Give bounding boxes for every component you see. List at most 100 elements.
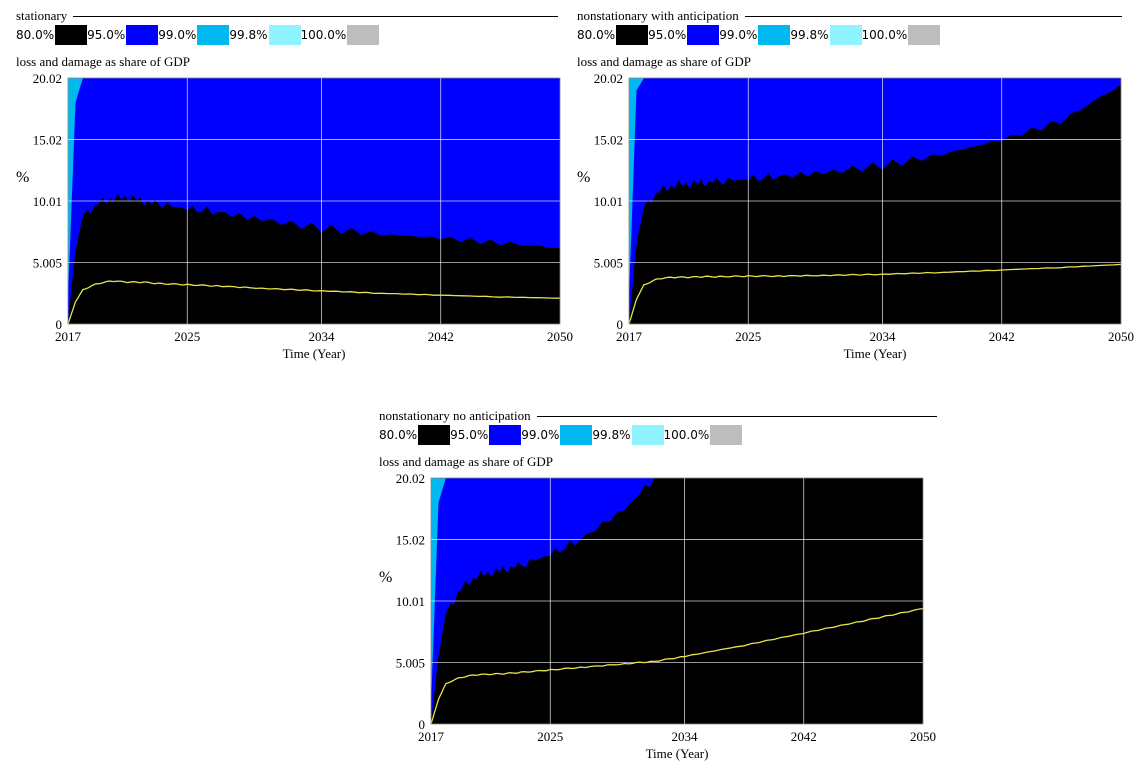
legend-label: 80.0% (577, 28, 616, 42)
x-tick-label: 2034 (671, 729, 698, 744)
legend-label: 99.0% (158, 28, 197, 42)
x-tick-label: 2042 (428, 329, 454, 344)
x-tick-label: 2034 (308, 329, 335, 344)
area-chart: 0 5.005 10.01 15.02 20.02 2017 2025 2034 2042 205… (16, 71, 573, 361)
legend-item: 95.0% (648, 25, 720, 47)
legend: 80.0% 95.0% 99.0% 99.8% 100.0% (16, 25, 380, 47)
y-tick-label: 10.01 (33, 194, 62, 209)
y-tick-label: 0 (56, 317, 63, 332)
legend-swatch (126, 25, 159, 45)
legend-item: 100.0% (664, 425, 743, 447)
legend-item: 99.0% (719, 25, 791, 47)
x-tick-label: 2050 (1108, 329, 1134, 344)
legend-label: 100.0% (663, 428, 710, 442)
y-tick-label: 5.005 (594, 256, 623, 271)
variable-label: loss and damage as share of GDP (577, 54, 752, 69)
plot-frame (430, 477, 924, 725)
title-rule (379, 416, 937, 417)
legend-label: 95.0% (648, 28, 687, 42)
legend-swatch (829, 25, 862, 45)
y-tick-label: 5.005 (396, 656, 425, 671)
legend: 80.0% 95.0% 99.0% 99.8% 100.0% (379, 425, 743, 447)
y-axis-unit: % (577, 169, 590, 186)
plot-frame (628, 77, 1122, 325)
x-tick-label: 2017 (616, 329, 643, 344)
chart-title-row: stationary (16, 8, 576, 24)
legend-label: 100.0% (300, 28, 347, 42)
legend-swatch (418, 425, 451, 445)
x-tick-label: 2050 (547, 329, 573, 344)
x-tick-label: 2025 (174, 329, 200, 344)
legend-item: 80.0% (577, 25, 649, 47)
legend-item: 80.0% (16, 25, 88, 47)
band-80 (629, 84, 1121, 325)
legend-label: 99.8% (592, 428, 631, 442)
y-axis-unit: % (16, 169, 29, 186)
y-tick-label: 15.02 (33, 132, 62, 147)
legend-label: 100.0% (861, 28, 908, 42)
legend-swatch (710, 425, 743, 445)
legend-swatch (268, 25, 301, 45)
median-line (67, 280, 561, 325)
legend-label: 80.0% (379, 428, 418, 442)
legend-label: 95.0% (87, 28, 126, 42)
variable-label: loss and damage as share of GDP (379, 454, 554, 469)
x-tick-label: 2050 (910, 729, 936, 744)
legend-swatch (908, 25, 941, 45)
y-tick-label: 0 (419, 717, 426, 732)
legend-swatch (560, 425, 593, 445)
legend-item: 100.0% (862, 25, 941, 47)
legend-label: 95.0% (450, 428, 489, 442)
chart-title-row: nonstationary with anticipation (577, 8, 1137, 24)
x-tick-label: 2017 (418, 729, 445, 744)
x-axis-label: Time (Year) (646, 746, 709, 761)
x-tick-label: 2017 (55, 329, 82, 344)
legend-item: 95.0% (87, 25, 159, 47)
x-tick-label: 2042 (989, 329, 1015, 344)
plot-frame (67, 77, 561, 325)
legend-label: 99.0% (719, 28, 758, 42)
chart-title: stationary (16, 8, 74, 24)
median-line (430, 607, 924, 725)
legend-swatch (489, 425, 522, 445)
legend-swatch (197, 25, 230, 45)
legend-swatch (687, 25, 720, 45)
legend-swatch (758, 25, 791, 45)
x-tick-label: 2042 (791, 729, 817, 744)
y-tick-label: 15.02 (396, 532, 425, 547)
chart-title: nonstationary no anticipation (379, 408, 537, 424)
band-80 (68, 193, 560, 324)
variable-label: loss and damage as share of GDP (16, 54, 191, 69)
x-axis-label: Time (Year) (844, 346, 907, 361)
legend-item: 80.0% (379, 425, 451, 447)
y-tick-label: 5.005 (33, 256, 62, 271)
area-chart: 0 5.005 10.01 15.02 20.02 2017 2025 2034 2042 205… (379, 471, 936, 761)
chart-title-row: nonstationary no anticipation (379, 408, 939, 424)
y-tick-label: 20.02 (396, 471, 425, 486)
legend-item: 95.0% (450, 425, 522, 447)
y-tick-label: 20.02 (33, 71, 62, 86)
legend-label: 99.8% (229, 28, 268, 42)
y-tick-label: 20.02 (594, 71, 623, 86)
y-tick-label: 0 (617, 317, 624, 332)
legend-label: 99.0% (521, 428, 560, 442)
median-line (628, 263, 1122, 325)
area-chart: 0 5.005 10.01 15.02 20.02 2017 2025 2034 2042 205… (577, 71, 1134, 361)
y-tick-label: 15.02 (594, 132, 623, 147)
legend-item: 99.8% (790, 25, 862, 47)
x-tick-label: 2025 (537, 729, 563, 744)
y-axis-unit: % (379, 569, 392, 586)
x-axis-label: Time (Year) (283, 346, 346, 361)
legend-label: 80.0% (16, 28, 55, 42)
chart-panel-nonstationary-no-anticipation: nonstationary no anticipation 80.0% 95.0%… (379, 408, 939, 768)
title-rule (577, 16, 1122, 17)
legend-item: 99.0% (521, 425, 593, 447)
legend-swatch (55, 25, 88, 45)
chart-panel-stationary: stationary 80.0% 95.0% 99.0% 99.8% 100.0% lo… (16, 8, 576, 368)
legend-label: 99.8% (790, 28, 829, 42)
chart-panel-nonstationary-with-anticipation: nonstationary with anticipation 80.0% 95.… (577, 8, 1137, 368)
x-tick-label: 2034 (869, 329, 896, 344)
legend-swatch (616, 25, 649, 45)
x-tick-label: 2025 (735, 329, 761, 344)
legend-swatch (347, 25, 380, 45)
